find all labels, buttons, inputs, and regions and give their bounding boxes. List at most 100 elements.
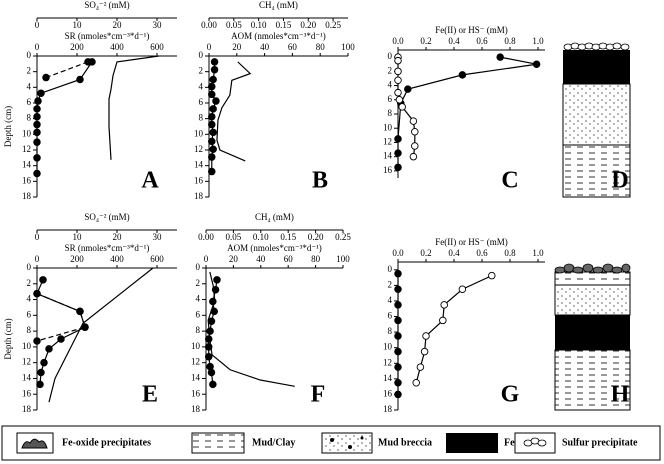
panel-label: H	[611, 382, 630, 408]
data-point	[395, 96, 404, 104]
data-point	[420, 347, 429, 356]
y-tick-label: 4	[199, 81, 204, 91]
y-tick-label: 6	[27, 97, 32, 107]
data-point	[409, 117, 418, 125]
x2-tick-label: 0.25	[325, 20, 341, 30]
y-tick-label: 12	[191, 357, 200, 367]
data-point	[33, 138, 41, 146]
x2-tick-label: 0.05	[226, 232, 242, 242]
data-point	[76, 307, 84, 316]
data-point	[488, 271, 496, 280]
x-tick-label: 0	[35, 254, 40, 264]
x-axis-title: Fe(II) or HS⁻ (mM)	[435, 237, 508, 247]
x2-tick-label: 30	[153, 20, 163, 30]
y-tick-label: 12	[383, 357, 392, 367]
y-tick-label: 10	[383, 122, 393, 132]
x2-tick-label: 20	[113, 20, 123, 30]
data-point	[409, 152, 418, 161]
y-tick-label: 10	[191, 341, 201, 351]
y-tick-label: 14	[383, 373, 393, 383]
y-tick-label: 14	[22, 160, 32, 170]
data-point	[398, 103, 406, 111]
data-point	[412, 378, 420, 387]
y-tick-label: 16	[383, 165, 393, 175]
data-point	[37, 89, 45, 97]
data-point	[394, 301, 402, 309]
panel-label: B	[312, 168, 328, 194]
y-tick-label: 8	[388, 326, 393, 336]
data-point	[416, 363, 425, 371]
y-tick-label: 12	[194, 144, 203, 154]
y-axis-title: Depth (cm)	[3, 318, 13, 359]
y-tick-label: 8	[196, 325, 201, 335]
panel-label: D	[611, 168, 628, 194]
y-tick-label: 0	[388, 264, 393, 274]
x-tick-label: 400	[110, 254, 124, 264]
data-point	[394, 67, 402, 76]
y-tick-label: 8	[199, 113, 204, 123]
legend-label: Sulfur precipitate	[562, 437, 638, 448]
data-point	[204, 353, 213, 361]
y-tick-label: 18	[194, 191, 204, 201]
panel-label: A	[141, 168, 159, 194]
x-tick-label: 0	[207, 42, 212, 52]
x-tick-label: 600	[150, 254, 164, 264]
y-tick-label: 10	[383, 342, 393, 352]
y-tick-label: 2	[196, 278, 201, 288]
y-tick-label: 10	[194, 128, 204, 138]
profile-line	[415, 275, 493, 383]
x-tick-label: 0.2	[420, 36, 431, 46]
y-tick-label: 0	[196, 262, 201, 272]
y-tick-label: 0	[388, 51, 393, 61]
x-tick-label: 40	[260, 42, 270, 52]
profile-line	[397, 56, 537, 168]
data-point	[439, 316, 447, 325]
profile-line	[36, 293, 86, 342]
data-point	[42, 73, 50, 82]
y-tick-label: 14	[383, 151, 393, 161]
x-tick-label: 20	[229, 254, 239, 264]
data-point	[76, 75, 84, 84]
x2-tick-label: 10	[73, 20, 83, 30]
x2-tick-label: 0.00	[201, 20, 217, 30]
data-point	[33, 112, 41, 121]
y-tick-label: 16	[22, 388, 32, 398]
x-tick-label: 0	[204, 254, 209, 264]
data-point	[208, 167, 216, 176]
data-point	[394, 347, 402, 356]
legend: Fe-oxide precipitates Mud/Clay Mud brecc…	[1, 425, 661, 461]
x2-tick-label: 0.15	[280, 232, 296, 242]
x2-tick-label: 30	[153, 232, 163, 242]
data-point	[207, 368, 216, 377]
data-point	[84, 58, 92, 66]
data-point	[394, 316, 402, 325]
panel-label: E	[142, 382, 158, 408]
data-point	[496, 53, 504, 61]
data-point	[532, 60, 541, 68]
data-point	[404, 85, 412, 93]
y-tick-label: 2	[27, 66, 32, 76]
y-tick-label: 2	[199, 66, 204, 76]
x-tick-label: 80	[311, 254, 321, 264]
y-tick-label: 2	[388, 65, 393, 75]
data-point	[209, 145, 217, 153]
x-axis-title: Fe(II) or HS⁻ (mM)	[435, 25, 508, 35]
data-point	[34, 97, 42, 105]
x2-tick-label: 20	[113, 232, 123, 242]
data-point	[36, 380, 44, 389]
data-point	[394, 378, 402, 387]
x2-axis-title: SO₄⁻² (mM)	[84, 0, 129, 10]
data-point	[394, 149, 402, 157]
x-tick-label: 100	[341, 42, 355, 52]
y-tick-label: 10	[22, 341, 32, 351]
y-tick-label: 16	[22, 175, 32, 185]
data-point	[39, 276, 47, 284]
y-tick-label: 8	[388, 108, 393, 118]
panel-label: G	[501, 382, 520, 408]
x-tick-label: 60	[284, 254, 294, 264]
panel-label: C	[501, 168, 518, 194]
x-tick-label: 200	[70, 254, 84, 264]
x2-tick-label: 10	[73, 232, 83, 242]
data-point	[411, 142, 419, 150]
data-point	[411, 128, 419, 136]
